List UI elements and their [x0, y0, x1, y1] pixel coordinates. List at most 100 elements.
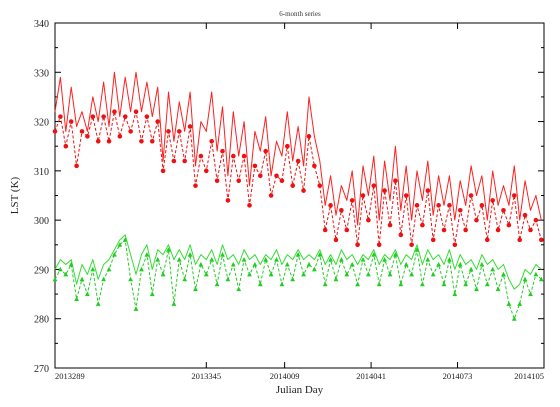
data-point-circle [344, 227, 350, 233]
data-point-triangle [139, 266, 144, 272]
data-point-triangle [425, 257, 431, 262]
data-point-circle [220, 148, 225, 154]
data-point-triangle [112, 252, 117, 257]
data-point-triangle [398, 281, 404, 287]
data-point-triangle [193, 286, 198, 292]
data-point-triangle [203, 271, 209, 277]
data-point-triangle [79, 276, 85, 282]
data-point-circle [333, 237, 339, 243]
data-point-triangle [393, 252, 398, 257]
x-tick-label: 2014009 [270, 371, 300, 381]
data-point-triangle [474, 286, 479, 292]
data-point-triangle [468, 266, 474, 272]
data-point-circle [403, 193, 409, 198]
data-point-circle [182, 158, 187, 164]
data-point-triangle [284, 261, 290, 267]
data-point-triangle [198, 261, 204, 267]
series-line-3 [54, 239, 542, 320]
data-point-circle [198, 153, 204, 159]
data-point-circle [290, 183, 296, 188]
data-point-circle [511, 193, 517, 198]
data-point-circle [463, 227, 468, 233]
y-tick-label: 340 [34, 19, 49, 30]
series-line-2 [54, 234, 542, 290]
data-point-triangle [263, 257, 269, 262]
data-point-circle [68, 119, 74, 124]
data-point-circle [420, 222, 425, 228]
data-point-triangle [209, 257, 215, 262]
data-point-triangle [182, 276, 188, 282]
data-point-triangle [274, 257, 279, 262]
data-point-triangle [457, 261, 463, 267]
data-point-circle [203, 168, 209, 174]
data-point-triangle [339, 257, 344, 262]
data-point-triangle [447, 257, 452, 262]
data-point-triangle [257, 281, 263, 287]
y-tick-label: 310 [34, 167, 49, 178]
data-point-circle [317, 183, 323, 188]
data-point-circle [128, 129, 133, 134]
data-point-circle [452, 242, 458, 248]
series-line-1 [54, 111, 542, 246]
data-point-circle [328, 203, 333, 208]
data-point-circle [133, 109, 139, 115]
chart-subtitle: 6-month series [279, 10, 321, 18]
data-point-circle [63, 143, 69, 149]
data-point-triangle [236, 286, 242, 292]
data-point-triangle [371, 252, 377, 257]
data-point-circle [268, 193, 274, 198]
data-point-triangle [517, 301, 523, 306]
data-point-triangle [420, 281, 425, 287]
y-tick-label: 320 [34, 118, 49, 129]
data-point-circle [285, 143, 290, 149]
data-point-triangle [538, 276, 544, 282]
data-point-circle [79, 129, 85, 134]
data-point-circle [398, 232, 404, 238]
y-tick-label: 280 [34, 315, 49, 326]
data-point-circle [252, 163, 258, 169]
x-axis-label: Julian Day [276, 384, 324, 396]
data-point-triangle [220, 252, 225, 257]
data-point-circle [258, 173, 263, 179]
x-tick-label: 2013345 [191, 371, 221, 381]
data-point-triangle [58, 266, 63, 272]
data-point-circle [414, 203, 420, 208]
data-point-triangle [360, 257, 366, 262]
data-point-circle [139, 138, 144, 144]
data-point-triangle [409, 271, 414, 277]
data-point-triangle [52, 276, 58, 282]
y-axis-label: LST (K) [9, 176, 21, 214]
data-point-circle [474, 217, 479, 223]
data-point-triangle [414, 247, 420, 252]
data-point-circle [312, 163, 317, 169]
data-point-circle [112, 109, 117, 115]
data-point-triangle [436, 261, 441, 267]
data-point-circle [517, 237, 522, 243]
data-point-circle [295, 158, 301, 164]
data-point-triangle [290, 276, 296, 282]
y-tick-label: 330 [34, 68, 49, 79]
data-point-triangle [452, 291, 458, 297]
data-point-circle [171, 158, 177, 164]
data-point-circle [247, 203, 252, 208]
data-point-triangle [122, 237, 128, 242]
data-point-circle [52, 129, 58, 134]
data-point-circle [425, 188, 431, 193]
data-point-triangle [463, 281, 469, 287]
data-point-triangle [128, 276, 133, 282]
data-point-circle [409, 242, 414, 248]
data-point-circle [155, 119, 160, 124]
data-point-triangle [306, 261, 312, 267]
data-point-triangle [484, 281, 490, 287]
data-point-circle [457, 207, 463, 213]
data-point-triangle [149, 291, 155, 297]
data-point-circle [263, 148, 269, 154]
data-point-triangle [252, 261, 258, 267]
data-point-triangle [166, 247, 171, 252]
data-point-triangle [101, 276, 106, 282]
data-point-triangle [214, 281, 220, 287]
data-point-triangle [63, 271, 69, 277]
data-point-circle [225, 198, 231, 203]
x-tick-label: 2013289 [55, 371, 85, 381]
